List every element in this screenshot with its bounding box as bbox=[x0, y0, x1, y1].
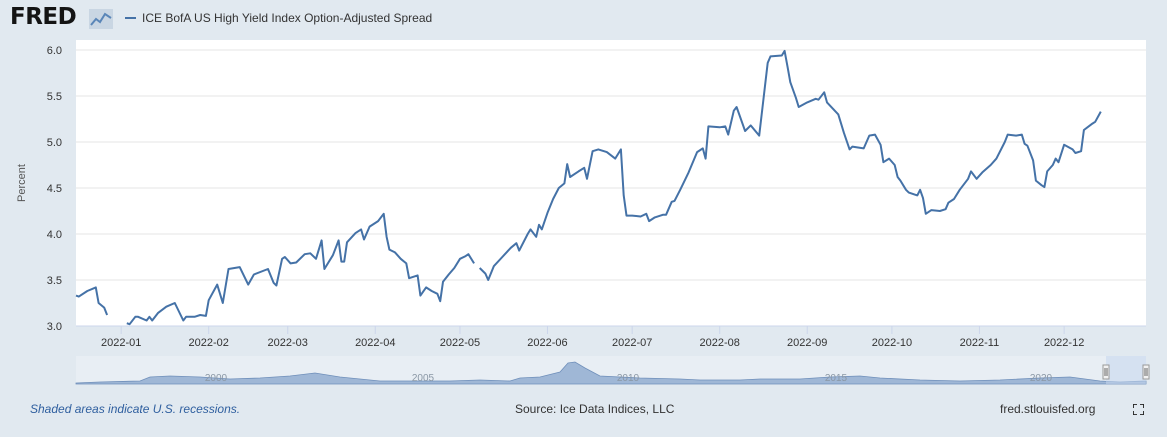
x-tick-label: 2022-07 bbox=[612, 337, 652, 349]
x-tick-label: 2022-08 bbox=[700, 337, 740, 349]
y-tick-label: 5.5 bbox=[47, 91, 62, 103]
legend-swatch bbox=[125, 17, 136, 19]
y-axis: 3.0 3.5 4.0 4.5 5.0 5.5 6.0 bbox=[47, 45, 62, 333]
x-axis: 2022-01 2022-02 2022-03 2022-04 2022-05 2022-… bbox=[76, 325, 1146, 349]
x-tick-label: 2022-03 bbox=[268, 337, 308, 349]
y-tick-label: 4.5 bbox=[47, 183, 62, 195]
navigator-area bbox=[75, 361, 1147, 385]
y-tick-label: 6.0 bbox=[47, 45, 62, 57]
line-chart-icon bbox=[89, 9, 113, 29]
series-line-segment[interactable] bbox=[478, 49, 1102, 281]
plot-background bbox=[76, 40, 1146, 326]
y-tick-label: 4.0 bbox=[47, 229, 62, 241]
legend-label: ICE BofA US High Yield Index Option-Adju… bbox=[142, 11, 433, 25]
navigator[interactable]: 2000 2005 2010 2015 2020 bbox=[75, 356, 1150, 385]
x-tick-label: 2022-11 bbox=[960, 337, 1000, 349]
navigator-year-label: 2005 bbox=[412, 373, 435, 384]
x-tick-label: 2022-04 bbox=[355, 337, 395, 349]
navigator-left-handle[interactable] bbox=[1102, 364, 1110, 380]
navigator-right-handle[interactable] bbox=[1142, 364, 1150, 380]
x-tick-label: 2022-05 bbox=[440, 337, 480, 349]
site-link[interactable]: fred.stlouisfed.org bbox=[1000, 402, 1096, 416]
x-tick-label: 2022-06 bbox=[527, 337, 567, 349]
fullscreen-icon[interactable] bbox=[1133, 404, 1144, 415]
y-tick-label: 3.5 bbox=[47, 275, 62, 287]
chart-header: FRED ICE BofA US High Yield Index Option… bbox=[0, 0, 1167, 40]
navigator-year-label: 2010 bbox=[617, 373, 640, 384]
y-tick-label: 3.0 bbox=[47, 321, 62, 333]
navigator-year-label: 2000 bbox=[205, 373, 228, 384]
y-axis-label: Percent bbox=[16, 164, 28, 202]
fred-logo[interactable]: FRED bbox=[10, 4, 77, 30]
navigator-year-label: 2015 bbox=[825, 373, 848, 384]
series-hy-oas[interactable] bbox=[75, 49, 1102, 326]
series-line-segment[interactable] bbox=[75, 286, 109, 316]
legend[interactable]: ICE BofA US High Yield Index Option-Adju… bbox=[125, 11, 432, 25]
x-tick-label: 2022-12 bbox=[1044, 337, 1084, 349]
recession-note: Shaded areas indicate U.S. recessions. bbox=[30, 402, 241, 416]
x-tick-label: 2022-01 bbox=[101, 337, 141, 349]
x-tick-label: 2022-02 bbox=[189, 337, 229, 349]
navigator-year-labels: 2000 2005 2010 2015 2020 bbox=[205, 373, 1053, 384]
y-tick-label: 5.0 bbox=[47, 137, 62, 149]
navigator-year-label: 2020 bbox=[1030, 373, 1053, 384]
source-text: Source: Ice Data Indices, LLC bbox=[515, 402, 675, 416]
navigator-selection-mask bbox=[1106, 356, 1146, 384]
x-tick-label: 2022-09 bbox=[787, 337, 827, 349]
x-tick-label: 2022-10 bbox=[872, 337, 912, 349]
series-line-segment[interactable] bbox=[126, 212, 475, 326]
